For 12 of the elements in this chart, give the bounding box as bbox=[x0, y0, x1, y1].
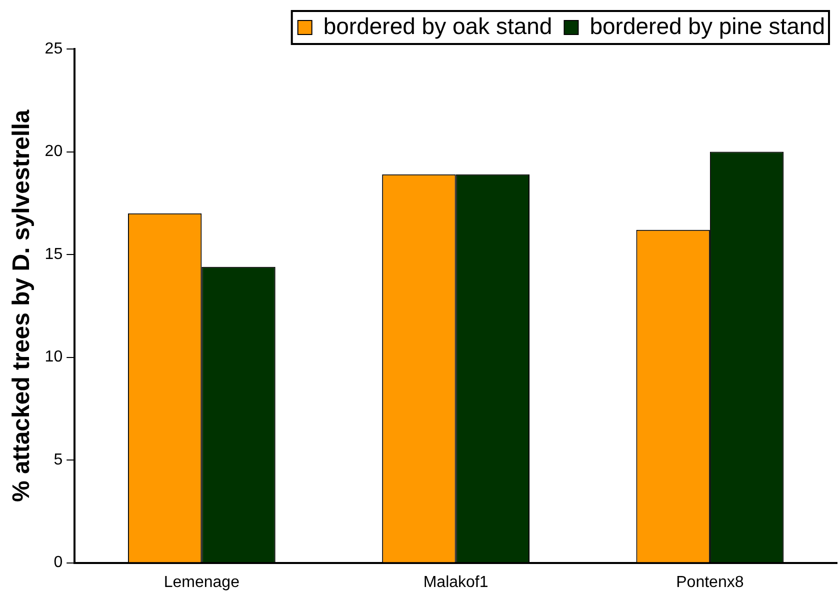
y-tick-label: 5 bbox=[54, 451, 63, 468]
legend-label: bordered by pine stand bbox=[590, 12, 826, 39]
x-tick-label: Lemenage bbox=[164, 574, 240, 591]
y-tick-label: 10 bbox=[44, 348, 63, 366]
y-tick-label: 15 bbox=[44, 246, 63, 263]
y-tick-label: 20 bbox=[44, 143, 63, 160]
y-tick-label: 25 bbox=[44, 40, 63, 58]
y-axis-title: % attacked trees by D. sylvestrella bbox=[8, 109, 36, 502]
x-tick-label: Pontenx8 bbox=[676, 574, 744, 591]
y-tick-label: 0 bbox=[54, 554, 63, 572]
legend-label: bordered by oak stand bbox=[323, 12, 552, 39]
x-tick-label: Malakof1 bbox=[423, 574, 488, 591]
